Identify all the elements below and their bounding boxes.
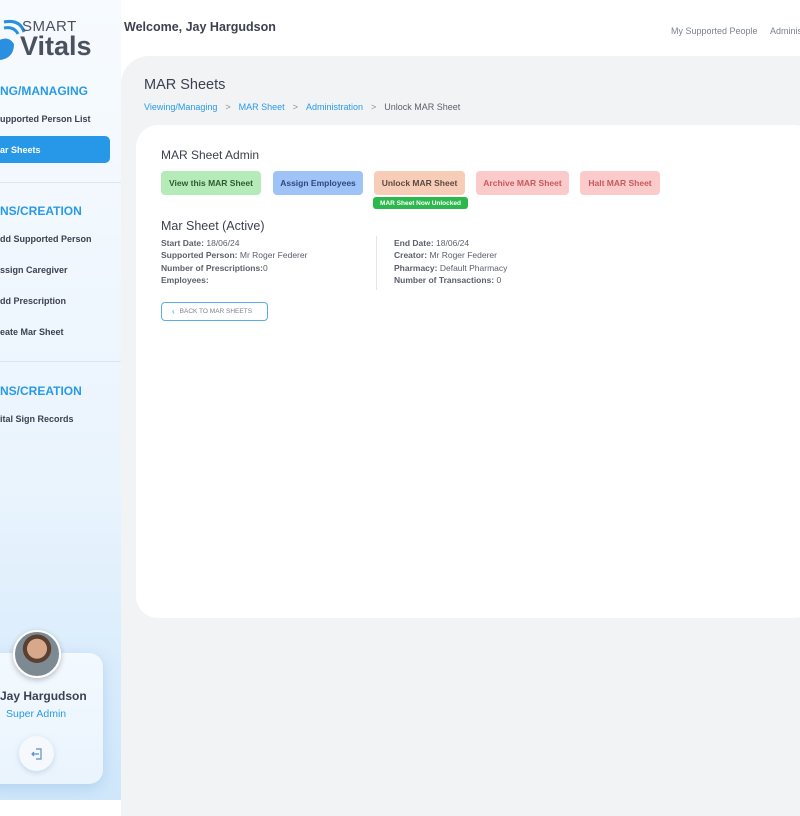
logout-button[interactable] (19, 736, 54, 771)
user-role: Super Admin (6, 708, 67, 720)
chevron-right-icon: > (370, 102, 377, 112)
sidebar-item-supported-person-list[interactable]: upported Person List (0, 114, 91, 124)
logout-icon (30, 747, 42, 760)
pharmacy: Pharmacy: Default Pharmacy (394, 262, 508, 273)
breadcrumb-viewing-managing[interactable]: Viewing/Managing (144, 102, 218, 112)
logo-text-bottom: Vitals (20, 31, 92, 61)
breadcrumb-mar-sheet[interactable]: MAR Sheet (238, 102, 285, 112)
sidebar-item-vital-sign-records[interactable]: ital Sign Records (0, 414, 74, 424)
back-label: BACK TO MAR SHEETS (179, 308, 253, 315)
chevron-right-icon: > (225, 102, 231, 112)
breadcrumb-administration[interactable]: Administration (305, 102, 363, 112)
sidebar: SMART Vitals NG/MANAGING upported Person… (0, 0, 121, 800)
view-mar-sheet-button[interactable]: View this MAR Sheet (161, 171, 261, 195)
logo-mark-icon (0, 20, 26, 60)
divider (0, 361, 121, 362)
divider (376, 236, 377, 290)
sidebar-item-label: ar Sheets (0, 145, 41, 155)
smart-vitals-logo[interactable] (0, 14, 110, 64)
content-card (136, 125, 800, 618)
number-of-prescriptions: Number of Prescriptions:0 (161, 262, 268, 273)
avatar (13, 630, 61, 678)
sidebar-item-create-mar-sheet[interactable]: eate Mar Sheet (0, 327, 64, 337)
section-viewing-managing: NG/MANAGING (0, 84, 88, 98)
divider (0, 182, 121, 183)
status-badge: MAR Sheet Now Unlocked (373, 197, 468, 209)
nav-administration[interactable]: Adminis (770, 26, 800, 36)
halt-mar-sheet-button[interactable]: Halt MAR Sheet (580, 171, 660, 195)
logo-text-top: SMART (22, 18, 77, 35)
back-to-mar-sheets-button[interactable]: ‹ BACK TO MAR SHEETS (161, 302, 268, 321)
creator: Creator: Mr Roger Federer (394, 250, 497, 261)
user-name: Jay Hargudson (0, 689, 87, 703)
end-date: End Date: 18/06/24 (394, 238, 470, 248)
section-actions-creation-2: NS/CREATION (0, 384, 82, 398)
supported-person: Supported Person: Mr Roger Federer (161, 250, 308, 261)
section-actions-creation: NS/CREATION (0, 204, 82, 218)
sheet-title: Mar Sheet (Active) (161, 219, 265, 233)
welcome-text: Welcome, Jay Hargudson (124, 20, 276, 34)
archive-mar-sheet-button[interactable]: Archive MAR Sheet (476, 171, 569, 195)
assign-employees-button[interactable]: Assign Employees (273, 171, 363, 195)
nav-my-supported-people[interactable]: My Supported People (671, 26, 758, 36)
start-date: Start Date: 18/06/24 (161, 238, 240, 248)
chevron-right-icon: > (292, 102, 298, 112)
breadcrumb-current: Unlock MAR Sheet (384, 102, 461, 112)
sidebar-item-assign-caregiver[interactable]: ssign Caregiver (0, 265, 68, 275)
number-of-transactions: Number of Transactions: 0 (394, 275, 502, 286)
sidebar-item-add-prescription[interactable]: dd Prescription (0, 296, 67, 306)
sheet-info-left: Start Date: 18/06/24 Supported Person: M… (161, 237, 307, 287)
breadcrumb: Viewing/Managing > MAR Sheet > Administrat… (144, 102, 460, 112)
sidebar-item-mar-sheets[interactable]: ar Sheets (0, 136, 110, 163)
page-title: MAR Sheets (144, 77, 226, 93)
sidebar-item-add-supported-person[interactable]: dd Supported Person (0, 234, 92, 244)
sheet-info-right: End Date: 18/06/24 Creator: Mr Roger Fed… (394, 237, 507, 287)
unlock-mar-sheet-button[interactable]: Unlock MAR Sheet (374, 171, 465, 195)
employees: Employees: (161, 275, 209, 286)
admin-title: MAR Sheet Admin (161, 148, 260, 162)
chevron-left-icon: ‹ (172, 307, 175, 316)
